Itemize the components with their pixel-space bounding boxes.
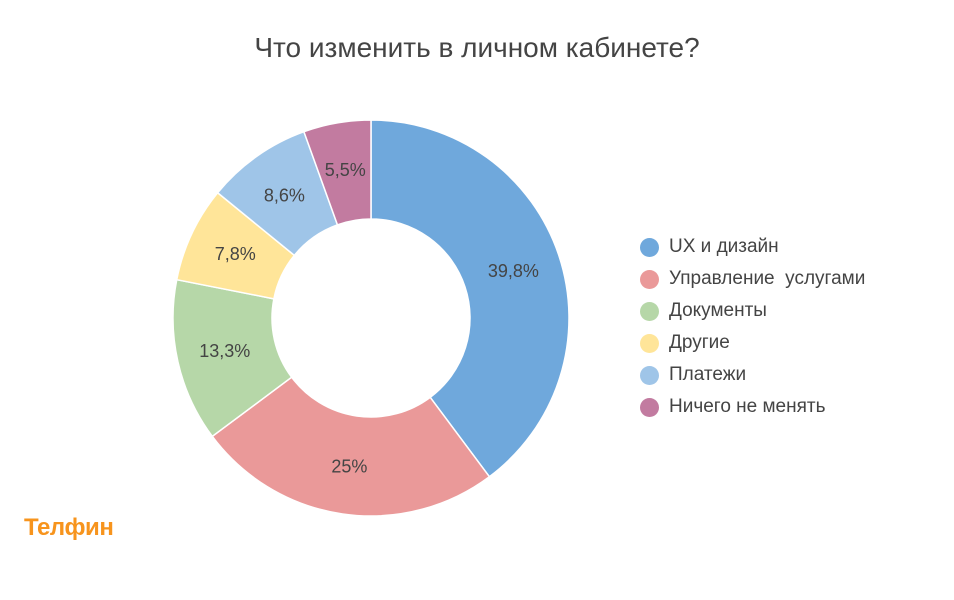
chart-title: Что изменить в личном кабинете? xyxy=(254,32,700,63)
legend-label: UX и дизайн xyxy=(669,236,779,257)
legend-item: Платежи xyxy=(640,359,865,391)
legend-label: Документы xyxy=(669,300,767,321)
donut-slice xyxy=(370,119,570,478)
legend-label: Другие xyxy=(669,332,730,353)
slice-label: 7,8% xyxy=(215,244,256,264)
legend-item: Управление услугами xyxy=(640,263,865,295)
slice-label: 13,3% xyxy=(199,341,250,361)
legend-marker xyxy=(640,365,659,385)
slice-label: 5,5% xyxy=(325,160,366,180)
legend-marker xyxy=(640,333,659,353)
legend-marker xyxy=(640,301,659,321)
legend-marker xyxy=(640,269,659,289)
donut-slice xyxy=(211,376,491,517)
legend-label: Ничего не менять xyxy=(669,396,826,417)
slice-label: 25% xyxy=(331,456,367,476)
donut-slice xyxy=(172,278,293,438)
slice-label: 8,6% xyxy=(264,186,305,206)
legend-marker xyxy=(640,397,659,417)
legend-label: Платежи xyxy=(669,364,747,385)
legend-item: UX и дизайн xyxy=(640,231,865,263)
legend-item: Другие xyxy=(640,327,865,359)
legend: UX и дизайн Управление услугами Документы Д… xyxy=(640,231,865,423)
legend-item: Документы xyxy=(640,295,865,327)
legend-marker xyxy=(640,237,659,257)
donut-slice xyxy=(302,119,372,226)
slice-label: 39,8% xyxy=(488,261,539,281)
legend-label: Управление услугами xyxy=(669,268,866,289)
telfin-logo: Телфин xyxy=(24,514,114,541)
legend-item: Ничего не менять xyxy=(640,391,865,423)
